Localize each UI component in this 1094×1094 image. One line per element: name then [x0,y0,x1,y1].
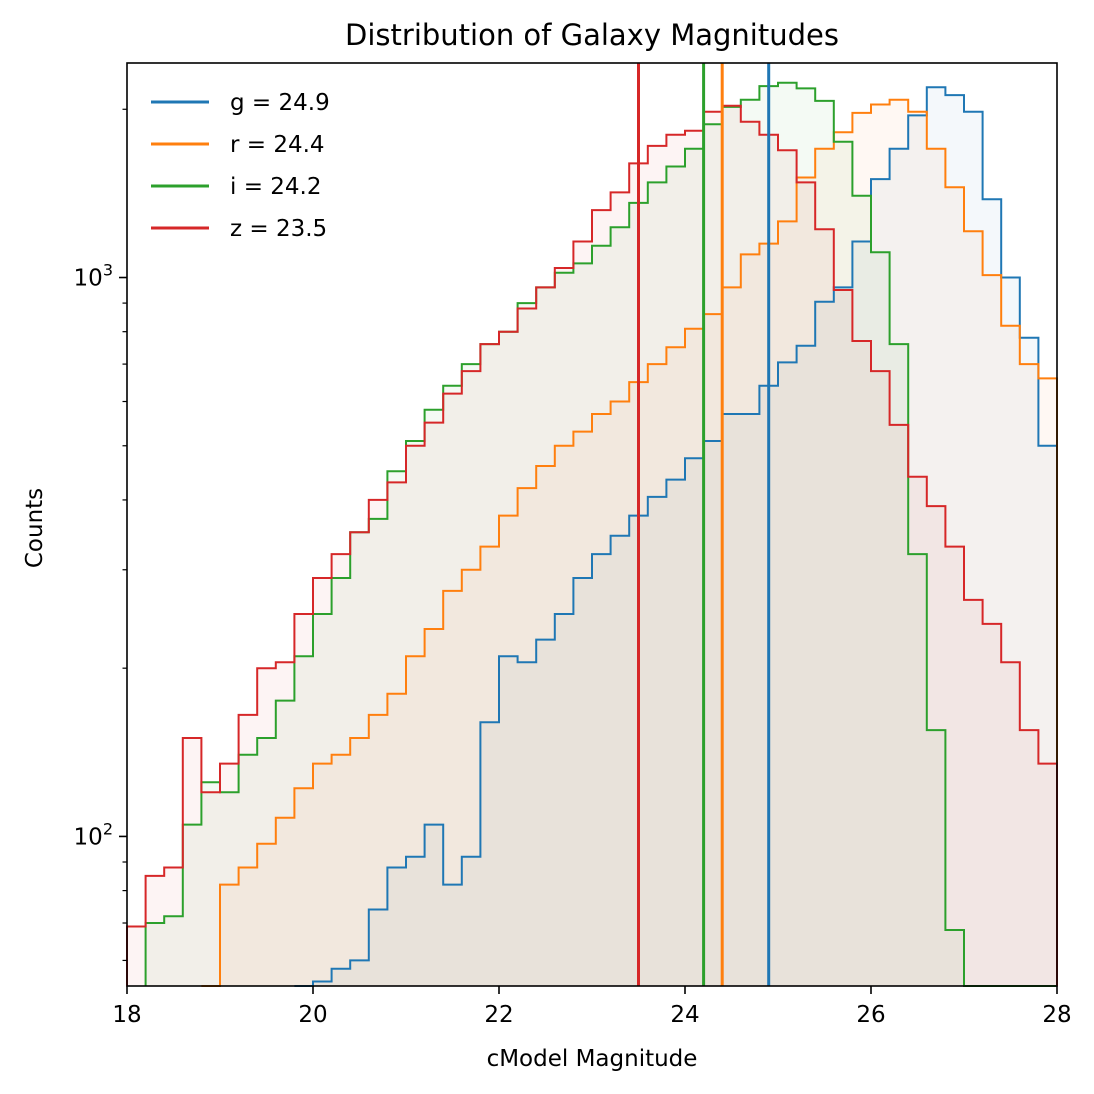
x-tick-label: 22 [484,1002,513,1028]
histogram-fill-g [294,87,1057,986]
legend: g = 24.9 r = 24.4 i = 24.2 z = 23.5 [151,90,330,242]
plot-frame [126,62,1058,987]
x-tick-label: 28 [1042,1002,1071,1028]
x-axis-label: cModel Magnitude [487,1046,698,1072]
x-tick-label: 26 [856,1002,885,1028]
legend-label-r: r = 24.4 [230,132,325,158]
histogram-fill-r [201,99,1057,986]
x-tick-label: 24 [670,1002,699,1028]
histogram-fills [127,82,1058,987]
y-axis-label: Counts [22,488,48,568]
legend-label-z: z = 23.5 [230,216,327,242]
histogram-fill-i [145,82,1058,987]
y-tick-label: 103 [74,261,113,292]
median-lines [637,63,771,986]
histogram-fill-z [127,105,1057,986]
y-axis-ticks: 102 103 [74,108,127,962]
x-axis-ticks: 18 20 22 24 26 28 [112,986,1072,1028]
x-tick-label: 20 [298,1002,327,1028]
histogram-step-z [126,104,1058,986]
chart-title: Distribution of Galaxy Magnitudes [345,18,839,52]
legend-label-i: i = 24.2 [230,174,322,200]
y-tick-label: 102 [74,819,113,850]
legend-label-g: g = 24.9 [230,90,330,116]
x-tick-label: 18 [112,1002,141,1028]
